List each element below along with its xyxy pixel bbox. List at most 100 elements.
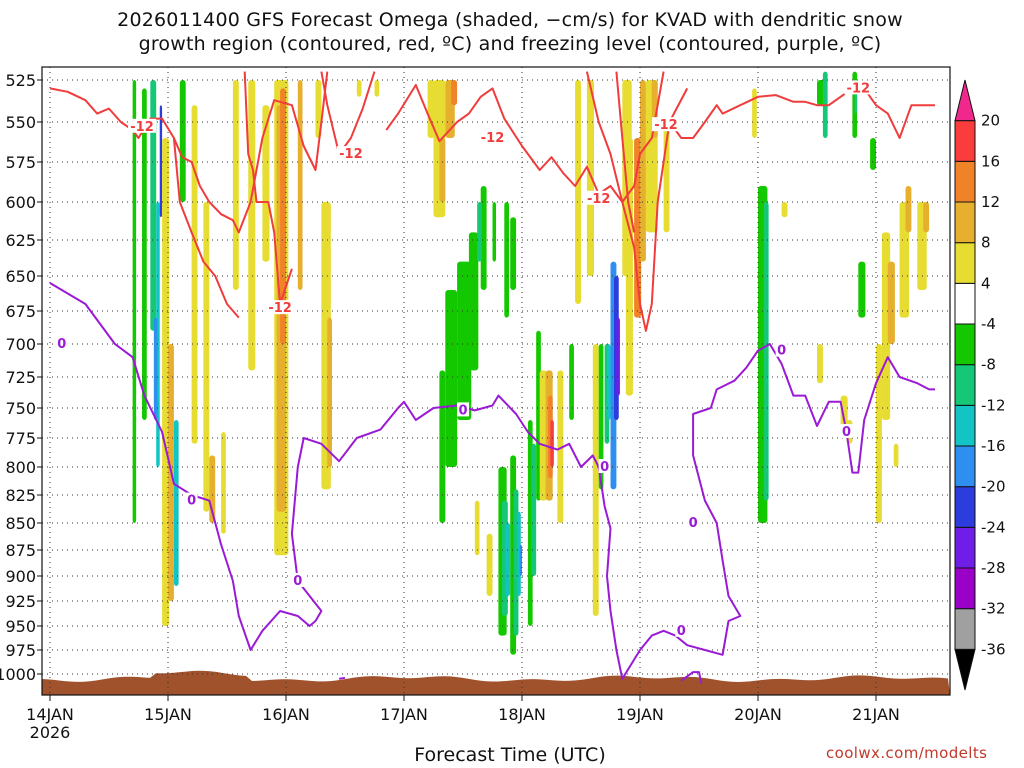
colorbar-swatch-4 [954,486,976,528]
omega-shade-39 [510,217,517,290]
x-axis-label: Forecast Time (UTC) [414,744,606,766]
dendritic-contour-1 [172,137,240,319]
x-tick-label-1: 15JAN [144,705,192,724]
colorbar-swatch-0 [954,648,976,691]
omega-shade-11 [203,202,210,512]
y-tick-label-975: 975 [5,641,36,660]
omega-shade-23 [327,317,333,467]
colorbar-label-4: -20 [981,478,1006,496]
omega-shade-10 [191,105,198,444]
freezing-label-8-bg [840,424,853,438]
plot-grid [42,67,950,695]
contour-labels: -12 -12 -12 -12 -12 -12 -12 0 0 0 0 0 0 0 0 0 [55,80,873,639]
omega-shade-36 [477,202,482,262]
omega-shade-48 [519,544,522,576]
colorbar-swatch-7 [954,364,976,406]
omega-shade-85 [858,261,866,318]
y-tick-label-725: 725 [5,368,36,387]
y-tick-label-675: 675 [5,302,36,321]
omega-shade-60 [592,344,599,616]
dendritic-contour-5 [668,87,935,139]
colorbar-swatch-6 [954,404,976,447]
freezing-label-7: 0 [777,344,786,359]
x-tick-label-7: 21JAN [852,705,900,724]
omega-shade-63 [606,344,611,420]
colorbar-swatch-3 [954,526,976,569]
omega-shade-52 [539,370,547,501]
y-tick-label-825: 825 [5,486,36,505]
dendritic-contour-2 [243,71,293,305]
colorbar-label-2: -28 [981,559,1006,577]
omega-shade-19 [280,88,286,345]
freezing-label-1-bg [185,492,198,507]
omega-shade-94 [893,443,899,467]
x-tick-year-label: 2026 [30,723,71,742]
colorbar-label-10: 8 [981,234,991,252]
omega-shade-50 [531,443,537,576]
chart-title-line-2: growth region (contoured, red, ºC) and f… [138,33,882,55]
freezing-label-5: 0 [689,516,698,531]
omega-shade-87 [876,344,882,523]
dendritic-contour-4 [385,71,665,203]
y-tick-label-625: 625 [5,231,36,250]
freezing-label-4-bg [598,459,611,473]
omega-shade-86 [870,138,876,170]
dendritic-label-1: -12 [268,301,292,316]
y-tick-label-875: 875 [5,541,36,560]
dendritic-label-3: -12 [481,131,505,146]
omega-shade-2 [150,80,157,331]
dendritic-label-0-bg [128,118,157,133]
dendritic-label-5-bg [651,117,680,132]
omega-shade-78 [817,344,823,384]
freezing-label-0-bg [55,336,68,350]
colorbar-swatch-10 [954,242,976,284]
dendritic-label-6-bg [844,80,873,95]
colorbar-swatch-2 [954,567,976,610]
omega-shade-74 [752,88,757,138]
omega-shade-79 [840,395,848,432]
omega-shade-70 [640,80,646,262]
omega-shade-0 [132,80,137,523]
omega-shade-14 [232,80,239,290]
colorbar-label-8: -4 [981,315,996,333]
colorbar-label-7: -8 [981,356,996,374]
omega-shade-21 [315,80,322,138]
omega-shade-77 [781,202,788,218]
omega-shade-4 [159,105,163,218]
y-tick-label-850: 850 [5,514,36,533]
omega-shade-32 [445,290,458,467]
omega-shade-25 [374,80,380,97]
colorbar-swatch-9 [954,282,976,325]
dendritic-label-5: -12 [654,118,678,133]
omega-shade-58 [575,80,581,304]
y-tick-label-525: 525 [5,71,36,90]
chart-title-line-1: 2026011400 GFS Forecast Omega (shaded, −… [117,9,903,31]
dendritic-label-0: -12 [130,120,154,135]
x-tick-label-5: 19JAN [616,705,664,724]
terrain-fill [42,670,950,695]
omega-shade-35 [480,186,487,290]
omega-shade-51 [536,330,541,501]
colorbar-label-5: -16 [981,437,1006,455]
freezing-level-line [49,282,935,680]
dendritic-contour-6 [585,71,689,332]
omega-shade-33 [457,261,472,420]
omega-shade-9 [179,80,186,202]
colorbar-swatch-11 [954,201,976,244]
freezing-level-segment-0 [338,676,346,680]
freezing-label-5-bg [687,515,700,529]
y-tick-label-800: 800 [5,458,36,477]
y-tick-label-900: 900 [5,567,36,586]
omega-shade-20 [297,80,303,290]
y-tick-label-925: 925 [5,592,36,611]
omega-shade-41 [486,533,493,596]
y-tick-label-775: 775 [5,429,36,448]
omega-shade-56 [557,370,564,523]
plot-frame [41,66,951,696]
omega-shade-6 [162,138,170,626]
dendritic-label-2: -12 [339,147,363,162]
colorbar-label-6: -12 [981,396,1006,414]
y-tick-label-650: 650 [5,267,36,286]
